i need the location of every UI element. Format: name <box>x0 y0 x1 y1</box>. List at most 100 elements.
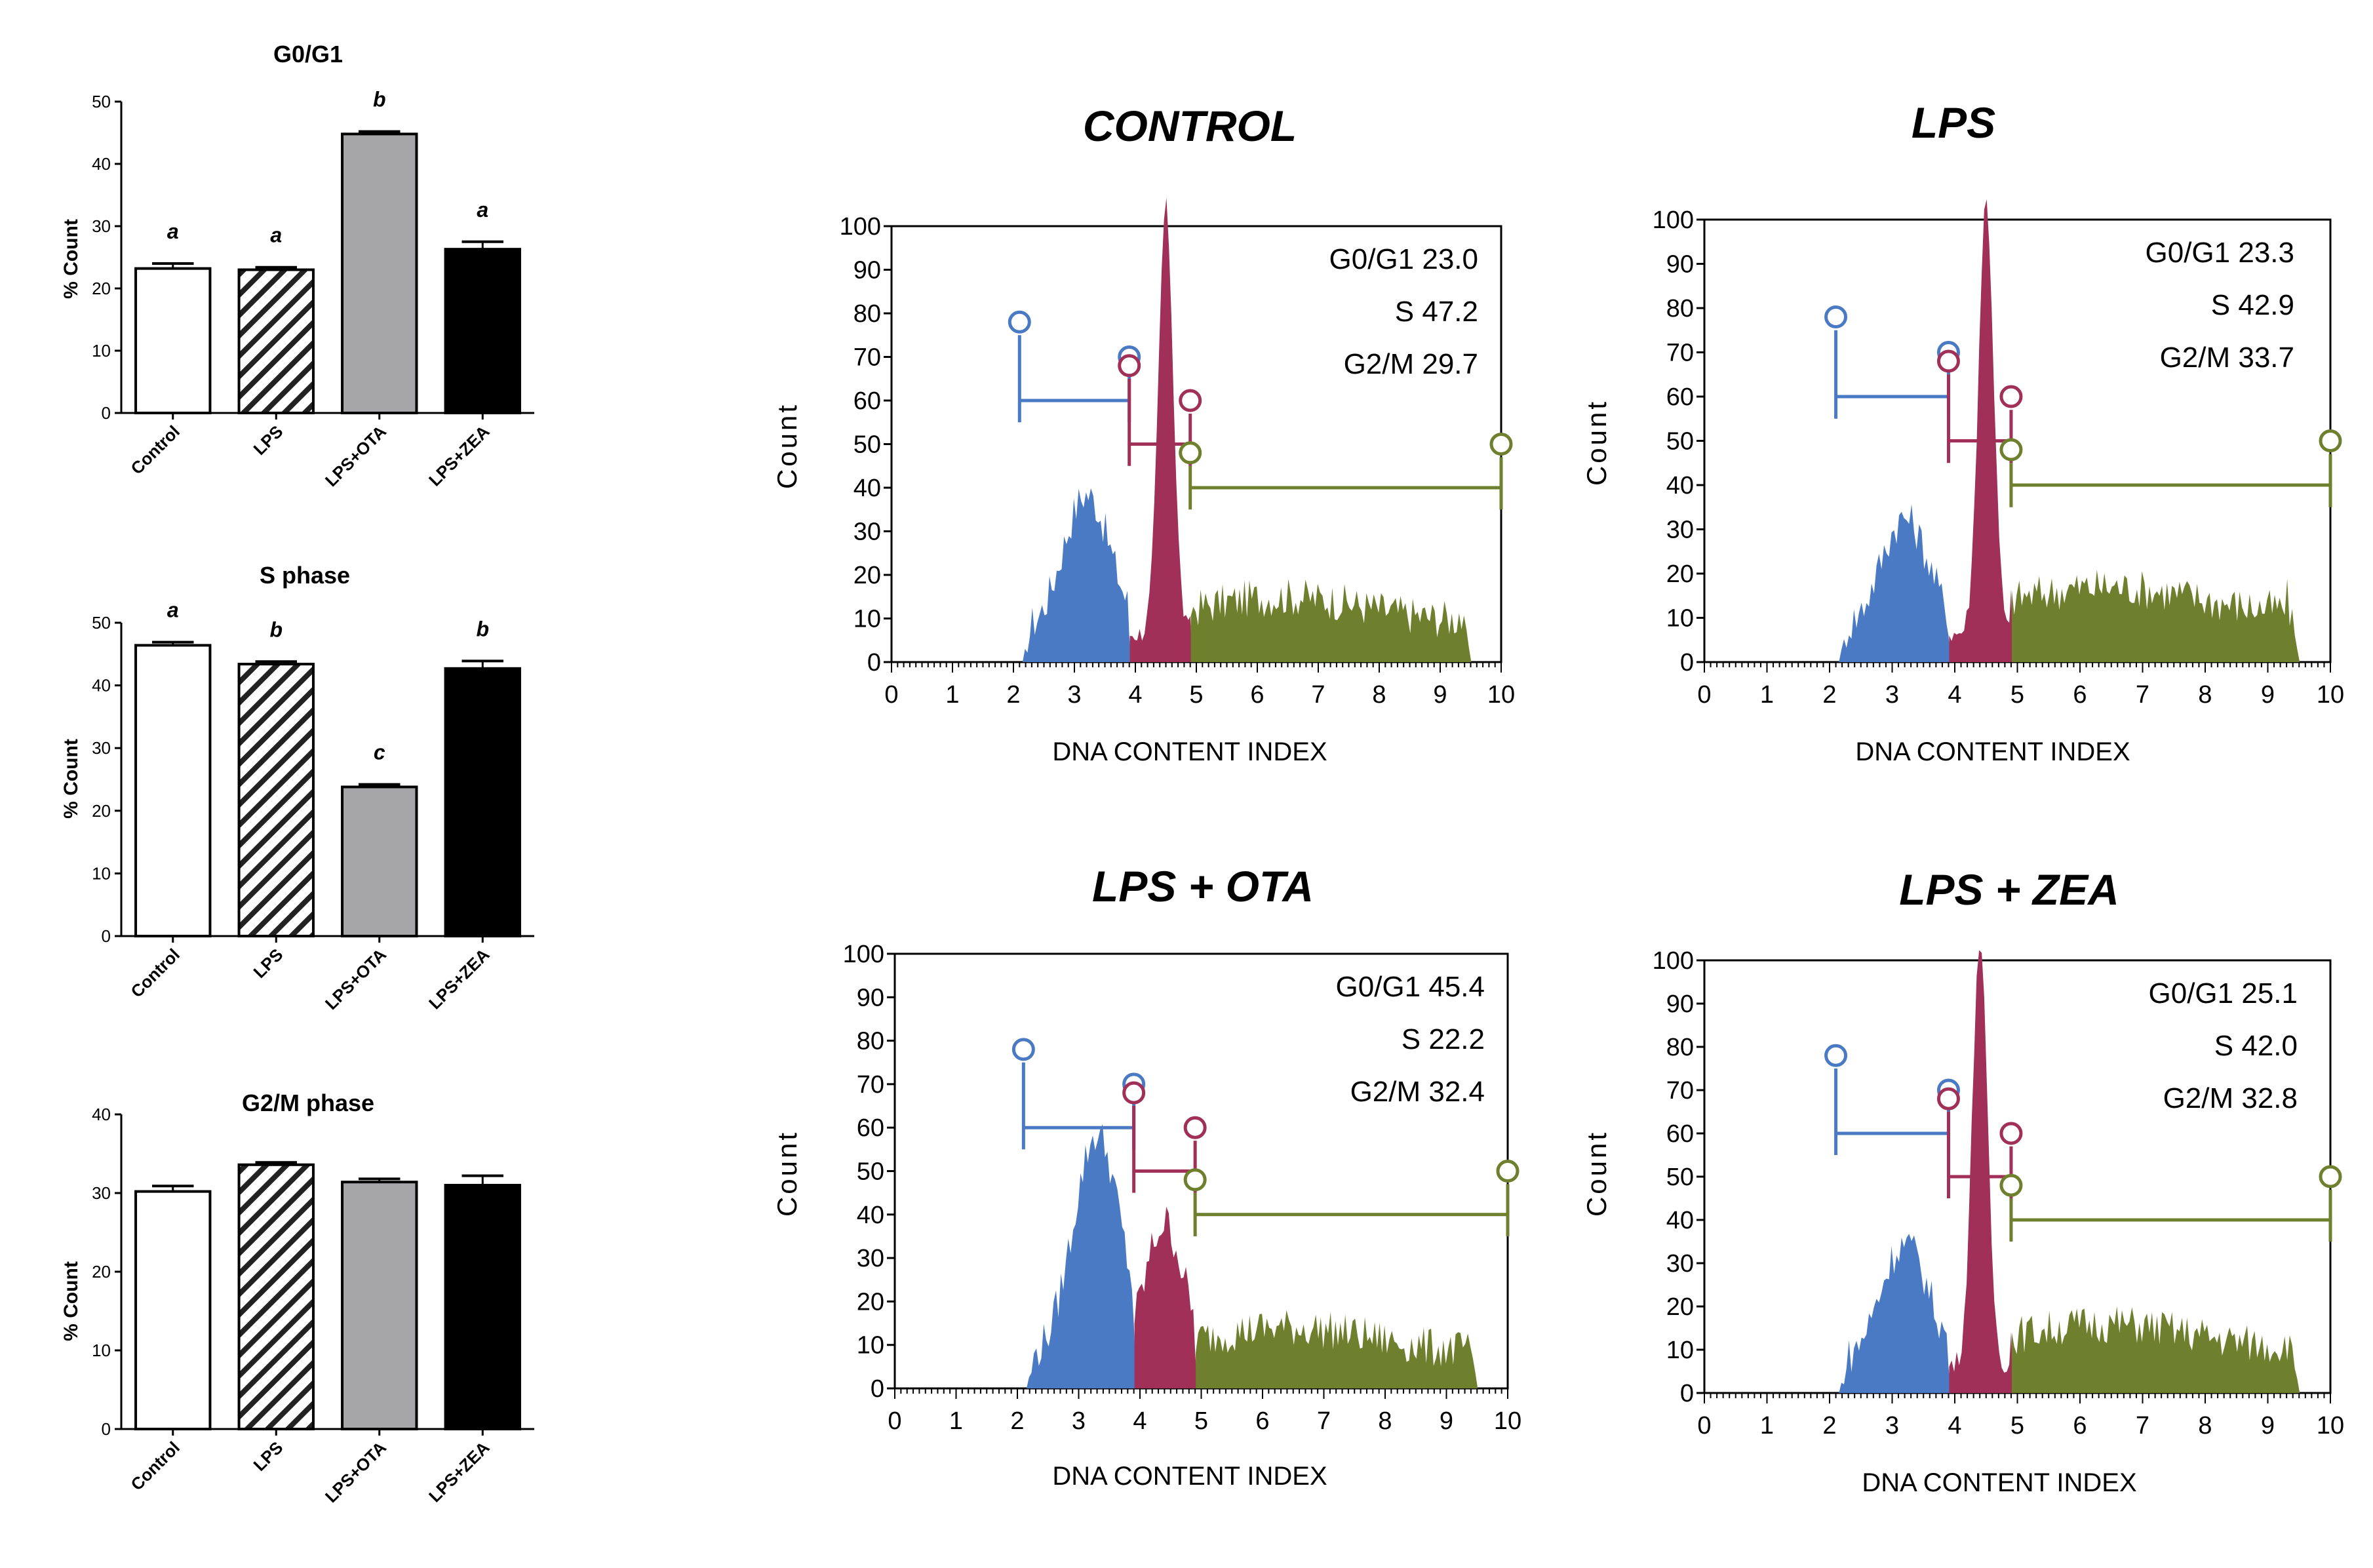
g2m-gate-end-marker <box>1999 385 2023 408</box>
significance-letter: b <box>269 617 283 641</box>
bar <box>444 1184 521 1430</box>
x-tick-label: 10 <box>2317 1412 2344 1440</box>
s-percent: S 22.2 <box>1402 1023 1485 1055</box>
g0g1-gate-start-marker <box>1011 1038 1035 1061</box>
x-tick-label: 7 <box>2136 681 2149 709</box>
s-area <box>1190 579 1472 662</box>
x-tick-label: 7 <box>2136 1412 2149 1440</box>
y-tick-label: 100 <box>840 213 881 241</box>
y-tick-label: 90 <box>1666 990 1694 1018</box>
bar <box>134 1190 212 1430</box>
g2m-gate-start-marker <box>1936 349 1960 373</box>
significance-letter: c <box>374 741 385 764</box>
g0g1-percent: G0/G1 23.3 <box>2146 237 2294 269</box>
bar <box>341 132 418 414</box>
y-tick-label: 10 <box>92 863 111 883</box>
y-axis-label: Count <box>772 1130 802 1217</box>
x-tick-label: 3 <box>1067 681 1081 709</box>
y-axis-label: Count <box>772 402 802 489</box>
g2m-area <box>1949 950 2014 1393</box>
histogram-title: LPS <box>1912 98 1995 147</box>
s-percent: S 42.0 <box>2214 1030 2298 1062</box>
bar-chart-g0g1: G0/G1 % Count 0 10 20 30 40 50 Control a LPS a LPS… <box>60 41 534 490</box>
g2m-area <box>1134 1206 1198 1388</box>
g0g1-percent: G0/G1 25.1 <box>2149 977 2298 1009</box>
category-label: Control <box>127 421 184 479</box>
y-tick-label: 0 <box>871 1375 884 1403</box>
s-gate-start-marker <box>1999 1173 2023 1197</box>
category-label: Control <box>127 1438 184 1495</box>
x-axis-label: DNA CONTENT INDEX <box>1855 737 2130 766</box>
y-tick-label: 0 <box>102 1419 111 1439</box>
y-tick-label: 10 <box>92 1341 111 1360</box>
significance-letter: b <box>476 617 489 640</box>
x-tick-label: 10 <box>2317 681 2344 709</box>
x-tick-label: 0 <box>888 1407 901 1435</box>
x-tick-label: 8 <box>1372 681 1386 709</box>
x-tick-label: 6 <box>1250 681 1264 709</box>
category-label: LPS+ZEA <box>425 1438 494 1506</box>
x-tick-label: 3 <box>1072 1407 1086 1435</box>
x-tick-label: 7 <box>1311 681 1325 709</box>
x-tick-label: 6 <box>2073 1412 2087 1440</box>
category-label: LPS <box>250 421 287 459</box>
y-tick-label: 30 <box>1666 517 1694 544</box>
category-label: LPS+ZEA <box>425 945 494 1013</box>
bar <box>341 785 418 938</box>
category-label: LPS+OTA <box>321 1438 390 1506</box>
y-tick-label: 50 <box>1666 1164 1694 1191</box>
x-tick-label: 8 <box>2198 1412 2212 1440</box>
g0g1-percent: G0/G1 23.0 <box>1329 243 1478 275</box>
g0g1-area <box>1839 504 1951 662</box>
y-tick-label: 70 <box>857 1071 884 1099</box>
y-tick-label: 40 <box>857 1202 884 1229</box>
histogram-title: LPS + OTA <box>1092 862 1314 911</box>
y-tick-label: 60 <box>857 1114 884 1142</box>
g2m-percent: G2/M 29.7 <box>1344 348 1478 380</box>
s-gate-end-marker <box>2319 429 2342 452</box>
s-area <box>2011 1306 2300 1393</box>
x-tick-label: 1 <box>1760 681 1774 709</box>
y-tick-label: 70 <box>853 344 881 372</box>
category-label: LPS+ZEA <box>425 421 494 490</box>
x-tick-label: 4 <box>1133 1407 1147 1435</box>
s-gate-start-marker <box>1179 441 1202 465</box>
bar <box>237 268 315 414</box>
y-tick-label: 10 <box>1666 605 1694 633</box>
histogram-title: LPS + ZEA <box>1899 865 2119 914</box>
y-tick-label: 10 <box>92 341 111 361</box>
x-tick-label: 6 <box>1255 1407 1269 1435</box>
x-tick-label: 9 <box>1440 1407 1453 1435</box>
category-label: Control <box>127 945 184 1002</box>
y-axis-label: % Count <box>60 739 82 819</box>
s-area <box>2011 570 2300 662</box>
x-tick-label: 2 <box>1006 681 1020 709</box>
y-tick-label: 80 <box>1666 295 1694 323</box>
x-tick-label: 5 <box>2010 1412 2024 1440</box>
x-tick-label: 2 <box>1822 681 1836 709</box>
y-tick-label: 80 <box>853 300 881 328</box>
g2m-gate-end-marker <box>1179 389 1202 412</box>
category-label: LPS <box>250 945 287 982</box>
category-label: LPS+OTA <box>321 421 390 490</box>
s-area <box>1196 1310 1478 1388</box>
y-tick-label: 40 <box>92 1105 111 1124</box>
g0g1-area <box>1027 1124 1137 1388</box>
y-tick-label: 50 <box>853 431 881 459</box>
x-tick-label: 4 <box>1128 681 1142 709</box>
y-tick-label: 20 <box>92 801 111 821</box>
y-axis-label: % Count <box>60 219 82 299</box>
chart-title: S phase <box>260 562 350 589</box>
x-tick-label: 8 <box>1378 1407 1392 1435</box>
histogram-lps-zea: LPS + ZEA Count DNA CONTENT INDEX G0/G1 … <box>1581 865 2344 1497</box>
y-tick-label: 30 <box>853 519 881 546</box>
bar <box>237 663 315 937</box>
x-tick-label: 5 <box>1189 681 1203 709</box>
x-tick-label: 9 <box>1433 681 1447 709</box>
s-percent: S 47.2 <box>1395 296 1478 328</box>
y-tick-label: 30 <box>1666 1250 1694 1278</box>
y-tick-label: 20 <box>853 562 881 589</box>
chart-title: G0/G1 <box>273 41 343 68</box>
y-tick-label: 90 <box>857 984 884 1011</box>
